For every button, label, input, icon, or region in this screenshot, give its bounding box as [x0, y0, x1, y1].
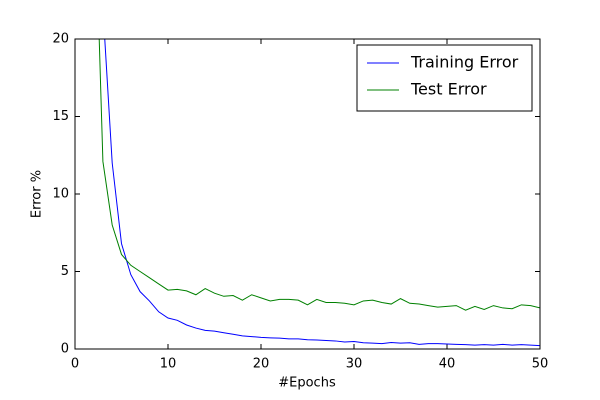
x-tick-label: 20: [253, 357, 270, 372]
x-tick-label: 30: [346, 357, 363, 372]
legend-label: Test Error: [410, 80, 487, 99]
y-tick-label: 10: [52, 187, 69, 202]
series-line: [98, 39, 540, 311]
y-tick-label: 5: [61, 264, 69, 279]
x-tick-label: 50: [532, 357, 549, 372]
legend-label: Training Error: [410, 53, 519, 72]
series-line: [104, 39, 540, 347]
x-axis-label: #Epochs: [278, 376, 336, 391]
y-axis-label: Error %: [30, 170, 45, 218]
x-tick-label: 0: [71, 357, 79, 372]
legend-box: [356, 44, 533, 112]
y-tick-label: 15: [52, 109, 69, 124]
plot-area: [98, 39, 540, 347]
x-tick-label: 40: [439, 357, 456, 372]
y-tick-label: 20: [52, 32, 69, 47]
plot-frame: [74, 38, 541, 350]
y-tick-label: 0: [61, 342, 69, 357]
x-tick-label: 10: [160, 357, 177, 372]
